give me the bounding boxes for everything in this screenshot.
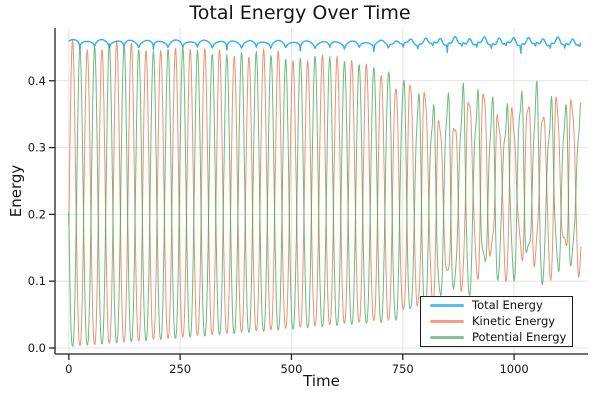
series-line-kinetic-energy <box>68 39 582 347</box>
x-axis-label: Time <box>303 372 340 390</box>
x-tick-label: 1000 <box>499 362 528 376</box>
legend-label-total-energy: Total Energy <box>472 298 543 312</box>
legend-entry-kinetic: Kinetic Energy <box>430 314 566 329</box>
legend-label-kinetic-energy: Kinetic Energy <box>472 314 556 328</box>
x-tick-label: 500 <box>280 362 302 376</box>
legend-line-kinetic-energy <box>430 320 464 323</box>
chart-title: Total Energy Over Time <box>189 2 411 24</box>
series-line-total-energy <box>68 35 582 54</box>
y-tick-label: 0.2 <box>28 207 46 221</box>
legend-entry-total: Total Energy <box>430 298 566 313</box>
x-tick-label: 250 <box>169 362 191 376</box>
y-tick-label: 0.4 <box>28 74 46 88</box>
x-tick-label: 0 <box>65 362 72 376</box>
y-tick-label: 0.1 <box>28 274 46 288</box>
legend-line-potential-energy <box>430 336 464 339</box>
y-tick-label: 0.3 <box>28 141 46 155</box>
legend: Total Energy Kinetic Energy Potential En… <box>420 296 573 347</box>
series-line-potential-energy <box>68 43 582 347</box>
legend-line-total-energy <box>430 304 464 307</box>
y-tick-label: 0.0 <box>28 341 46 355</box>
x-tick-label: 750 <box>392 362 414 376</box>
legend-entry-potential: Potential Energy <box>430 330 566 345</box>
legend-label-potential-energy: Potential Energy <box>472 330 567 344</box>
